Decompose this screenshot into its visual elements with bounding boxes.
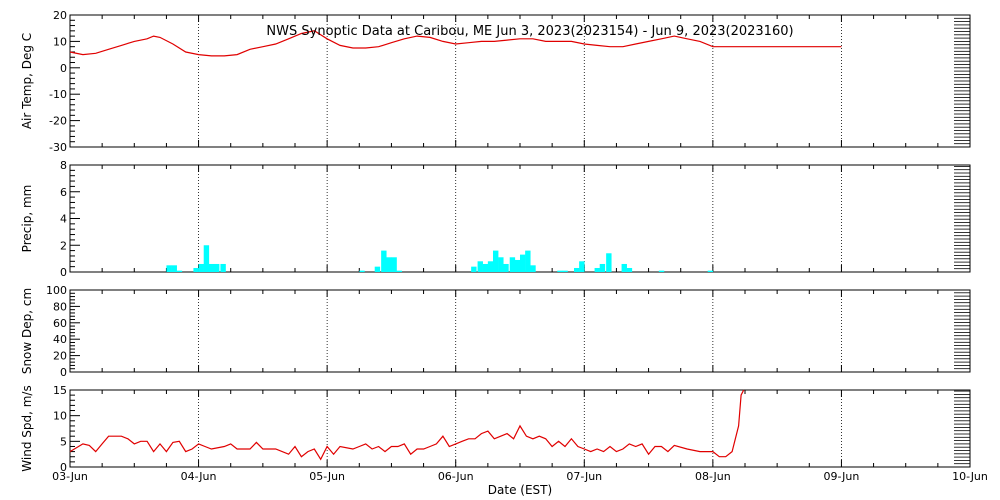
precip-bar [530,265,536,272]
precip-bar [498,257,504,272]
precip-bar [503,263,509,272]
y-tick-label: 0 [60,461,67,474]
precip-bar [487,261,494,272]
precip-bar [574,267,580,272]
panel-4: 15 10 5 0 Wind Spd, m/s [20,384,971,474]
y-tick-label: 20 [53,350,67,363]
precip-bar [166,265,172,272]
precip-bar [381,250,387,272]
precip-bar [562,270,568,272]
precip-bar [493,250,499,272]
precip-bar [557,270,563,272]
y-axis-label: Snow Dep, cm [20,288,34,374]
precip-bar [626,267,633,272]
y-tick-label: -30 [49,141,67,154]
y-tick-label: 60 [53,317,67,330]
x-tick-label: 05-Jun [309,470,345,483]
panel-2: 8 6 4 2 0 Precip, mm [20,159,971,279]
precip-bar [579,261,585,272]
y-tick-label: 80 [53,300,67,313]
y-tick-label: -10 [49,88,67,101]
y-tick-label: -20 [49,115,67,128]
precip-bar [525,250,531,272]
y-tick-label: 4 [60,213,67,226]
x-tick-label: 08-Jun [695,470,731,483]
precip-bar [658,270,665,272]
y-tick-label: 40 [53,333,67,346]
y-tick-label: 6 [60,186,67,199]
precip-bar [374,266,381,272]
y-tick-label: 15 [53,384,67,397]
panel-3: 100 80 60 40 20 0 Snow Dep, cm [20,284,971,379]
precip-bar [220,263,226,272]
precip-bar [214,263,220,272]
precip-bar [707,270,714,272]
precip-bar [477,261,483,272]
y-tick-label: 8 [60,159,67,172]
y-tick-label: 0 [60,266,67,279]
y-tick-label: 0 [60,62,67,75]
y-tick-label: 5 [60,435,67,448]
y-axis-label: Precip, mm [20,185,34,253]
y-tick-label: 10 [53,410,67,423]
series-line [69,30,842,57]
precip-bar [514,259,521,272]
precip-bar [594,267,600,272]
y-tick-label: 10 [53,35,67,48]
x-tick-label: 10-Jun [952,470,988,483]
x-tick-label: 06-Jun [438,470,474,483]
panel-1: 20 10 0 -10 -20 -30 Air Temp, Deg C [20,9,971,154]
x-axis-label: Date (EST) [488,483,552,497]
precip-bar [203,245,210,272]
precip-bar [359,270,365,272]
x-tick-label: 07-Jun [566,470,602,483]
precip-bar [471,266,477,272]
x-tick-label: 04-Jun [181,470,217,483]
panel-frame [69,289,971,373]
precip-bar [171,265,177,272]
y-tick-label: 2 [60,239,67,252]
precip-bar [482,263,489,272]
chart-title: NWS Synoptic Data at Caribou, ME Jun 3, … [266,24,793,39]
y-tick-label: 0 [60,366,67,379]
precip-bar [599,263,606,272]
x-tick-label: 03-Jun [52,470,88,483]
precip-bar [509,257,516,272]
precip-bar [621,263,627,272]
precip-bar [520,254,526,272]
panel-frame [69,389,971,468]
precip-bar [198,263,204,272]
x-tick-label: 09-Jun [824,470,860,483]
y-axis-label: Air Temp, Deg C [20,33,34,129]
precip-bar [606,253,612,272]
precip-bar [396,270,402,272]
series-line [69,389,745,461]
precip-bar [208,263,215,272]
y-axis-label: Wind Spd, m/s [20,385,34,471]
precip-bar [193,267,199,272]
precip-bar [386,257,392,272]
y-tick-label: 100 [46,284,67,297]
y-tick-label: 20 [53,9,67,22]
precip-bar [176,270,183,272]
precip-bar [391,257,397,272]
